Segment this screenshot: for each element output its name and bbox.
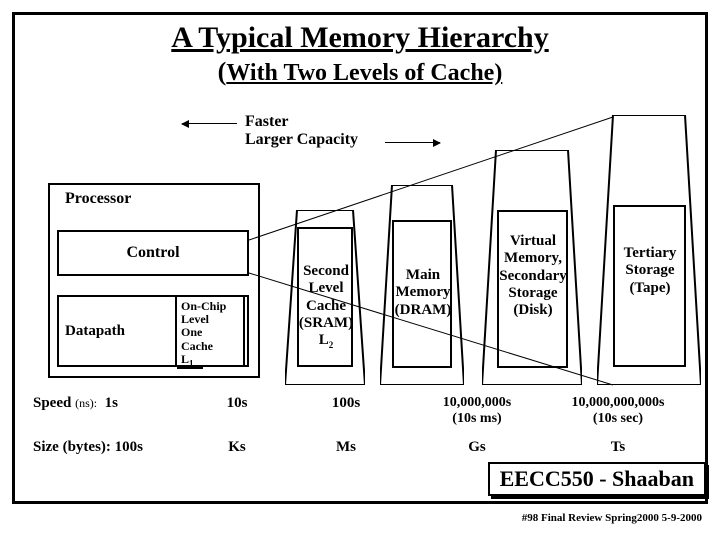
legend: Faster Larger Capacity [245,113,358,149]
tp-b: Storage [625,262,674,278]
size-3: Ms [281,439,411,456]
l2-d: (SRAM) [299,315,353,331]
sp4: 10,000,000s [443,395,511,410]
sp-lbl: Speed [33,395,75,411]
l1-e: L [181,352,189,366]
dk-c: Secondary [499,268,567,284]
dk-a: Virtual [510,233,556,249]
l1-box: On-Chip Level One Cache L1 [175,295,245,367]
speed-5: 10,000,000,000s(10s sec) [543,395,693,427]
size-label: Size (bytes): 100s [33,439,193,456]
disk-text: VirtualMemory, SecondaryStorage(Disk) [489,233,577,319]
speed-3: 100s [281,395,411,427]
l2-b: Level [309,280,344,296]
main-text: MainMemory (DRAM) [385,267,461,319]
title: A Typical Memory Hierarchy [15,21,705,55]
speed-row: Speed (ns): 1s 10s 100s 10,000,000s(10s … [33,395,693,427]
dk-d: Storage [508,285,557,301]
l2-text: SecondLevel Cache(SRAM)L2 [291,263,361,350]
sz1: 100s [115,439,143,455]
l1-d: Cache [181,339,213,353]
legend-faster: Faster [245,113,358,131]
control-box: Control [57,230,249,276]
footer: #98 Final Review Spring2000 5-9-2000 [522,512,702,524]
dk-e: (Disk) [513,302,552,318]
l1-c: One [181,325,202,339]
sp5b: (10s sec) [593,411,643,426]
mm-c: (DRAM) [395,302,452,318]
arrow-faster [182,123,237,124]
l1-b: Level [181,312,209,326]
sz-lbl: Size (bytes): [33,439,115,455]
subtitle-text: With Two Levels of Cache) [226,60,502,86]
l2-e: L [319,332,329,348]
speed-2: 10s [193,395,281,427]
subtitle: (With Two Levels of Cache) [15,57,705,87]
size-4: Gs [411,439,543,456]
speed-4: 10,000,000s(10s ms) [411,395,543,427]
sp4b: (10s ms) [452,411,501,426]
mm-b: Memory [396,284,451,300]
l2-c: Cache [306,298,346,314]
datapath-label: Datapath [65,323,125,340]
legend-larger: Larger Capacity [245,131,358,149]
tp-a: Tertiary [624,245,677,261]
l1-a: On-Chip [181,299,226,313]
l2-sub: 2 [329,340,334,350]
size-5: Ts [543,439,693,456]
dk-b: Memory, [504,250,562,266]
slide: A Typical Memory Hierarchy (With Two Lev… [0,0,720,540]
processor-label: Processor [65,190,131,208]
size-row: Size (bytes): 100s Ks Ms Gs Ts [33,439,693,456]
sp5: 10,000,000,000s [572,395,665,410]
arrow-larger [385,142,440,143]
mm-a: Main [406,267,440,283]
course-badge: EECC550 - Shaaban [488,462,706,496]
l2-a: Second [303,263,349,279]
tape-text: TertiaryStorage (Tape) [609,245,691,297]
sp1: 1s [105,395,118,411]
speed-label: Speed (ns): 1s [33,395,193,427]
slide-frame: A Typical Memory Hierarchy (With Two Lev… [12,12,708,504]
size-2: Ks [193,439,281,456]
l1-sub: 1 [189,358,194,368]
sp-unit: (ns): [75,396,97,410]
tp-c: (Tape) [629,280,670,296]
